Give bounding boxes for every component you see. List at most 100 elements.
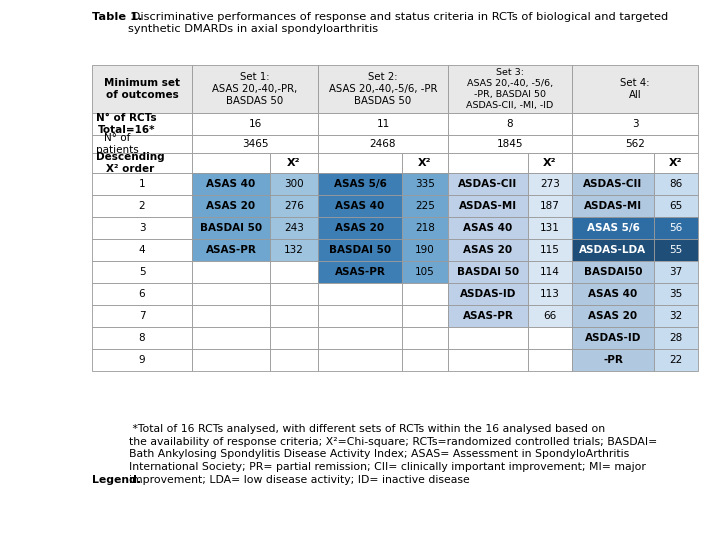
Bar: [318, 65, 448, 113]
Text: N° of
patients: N° of patients: [96, 133, 139, 155]
Bar: [654, 283, 698, 305]
Text: 56: 56: [670, 223, 683, 233]
Bar: [572, 261, 654, 283]
Bar: [448, 153, 528, 173]
Text: Set 3:
ASAS 20,-40, -5/6,
-PR, BASDAI 50
ASDAS-CII, -MI, -ID: Set 3: ASAS 20,-40, -5/6, -PR, BASDAI 50…: [467, 69, 554, 110]
Bar: [528, 173, 572, 195]
Bar: [654, 305, 698, 327]
Bar: [318, 283, 402, 305]
Bar: [92, 153, 192, 173]
Text: Set 2:
ASAS 20,-40,-5/6, -PR
BASDAS 50: Set 2: ASAS 20,-40,-5/6, -PR BASDAS 50: [329, 72, 437, 106]
Text: 5: 5: [139, 267, 145, 277]
Bar: [92, 135, 192, 153]
Bar: [192, 349, 270, 371]
Bar: [572, 305, 654, 327]
Bar: [402, 327, 448, 349]
Bar: [92, 327, 192, 349]
Bar: [402, 305, 448, 327]
Text: 2: 2: [139, 201, 145, 211]
Bar: [92, 217, 192, 239]
Text: BASDAI 50: BASDAI 50: [329, 245, 391, 255]
Text: 115: 115: [540, 245, 560, 255]
Bar: [92, 305, 192, 327]
Text: 8: 8: [139, 333, 145, 343]
Bar: [654, 261, 698, 283]
Text: N° of RCTs
Total=16*: N° of RCTs Total=16*: [96, 113, 157, 135]
Text: 114: 114: [540, 267, 560, 277]
Text: 65: 65: [670, 201, 683, 211]
Text: ASAS-PR: ASAS-PR: [206, 245, 256, 255]
Bar: [528, 217, 572, 239]
Bar: [270, 239, 318, 261]
Bar: [528, 261, 572, 283]
Bar: [92, 195, 192, 217]
Bar: [270, 305, 318, 327]
Bar: [572, 135, 698, 153]
Bar: [318, 153, 402, 173]
Bar: [448, 261, 528, 283]
Bar: [92, 113, 192, 135]
Bar: [270, 327, 318, 349]
Text: 190: 190: [415, 245, 435, 255]
Text: Table 1.: Table 1.: [92, 12, 143, 22]
Bar: [318, 135, 448, 153]
Text: 225: 225: [415, 201, 435, 211]
Text: Descending
X² order: Descending X² order: [96, 152, 165, 174]
Bar: [528, 283, 572, 305]
Text: 3465: 3465: [242, 139, 269, 149]
Text: 273: 273: [540, 179, 560, 189]
Text: 335: 335: [415, 179, 435, 189]
Bar: [318, 195, 402, 217]
Text: 187: 187: [540, 201, 560, 211]
Bar: [270, 261, 318, 283]
Bar: [318, 349, 402, 371]
Bar: [402, 195, 448, 217]
Text: 132: 132: [284, 245, 304, 255]
Bar: [654, 239, 698, 261]
Text: 3: 3: [139, 223, 145, 233]
Bar: [92, 349, 192, 371]
Text: 562: 562: [625, 139, 645, 149]
Text: ASAS 5/6: ASAS 5/6: [587, 223, 639, 233]
Text: 105: 105: [415, 267, 435, 277]
Text: ASAS 20: ASAS 20: [588, 311, 638, 321]
Text: 28: 28: [670, 333, 683, 343]
Text: 2468: 2468: [370, 139, 396, 149]
Bar: [572, 327, 654, 349]
Text: 300: 300: [284, 179, 304, 189]
Bar: [92, 65, 192, 113]
Bar: [192, 239, 270, 261]
Text: X²: X²: [544, 158, 557, 168]
Bar: [270, 283, 318, 305]
Bar: [402, 283, 448, 305]
Text: *Total of 16 RCTs analysed, with different sets of RCTs within the 16 analysed b: *Total of 16 RCTs analysed, with differe…: [129, 424, 657, 485]
Bar: [448, 239, 528, 261]
Text: 131: 131: [540, 223, 560, 233]
Text: 86: 86: [670, 179, 683, 189]
Bar: [448, 349, 528, 371]
Bar: [402, 349, 448, 371]
Bar: [318, 173, 402, 195]
Bar: [654, 349, 698, 371]
Bar: [528, 305, 572, 327]
Bar: [572, 153, 654, 173]
Bar: [92, 239, 192, 261]
Bar: [92, 173, 192, 195]
Bar: [270, 217, 318, 239]
Bar: [572, 217, 654, 239]
Text: ASAS 40: ASAS 40: [336, 201, 384, 211]
Text: 113: 113: [540, 289, 560, 299]
Bar: [448, 327, 528, 349]
Text: Discriminative performances of response and status criteria in RCTs of biologica: Discriminative performances of response …: [128, 12, 668, 35]
Text: 276: 276: [284, 201, 304, 211]
Text: ASAS 20: ASAS 20: [336, 223, 384, 233]
Text: BASDAI 50: BASDAI 50: [200, 223, 262, 233]
Bar: [528, 327, 572, 349]
Text: 55: 55: [670, 245, 683, 255]
Bar: [528, 239, 572, 261]
Bar: [270, 349, 318, 371]
Bar: [192, 327, 270, 349]
Text: ASDAS-MI: ASDAS-MI: [459, 201, 517, 211]
Bar: [572, 173, 654, 195]
Text: 8: 8: [507, 119, 513, 129]
